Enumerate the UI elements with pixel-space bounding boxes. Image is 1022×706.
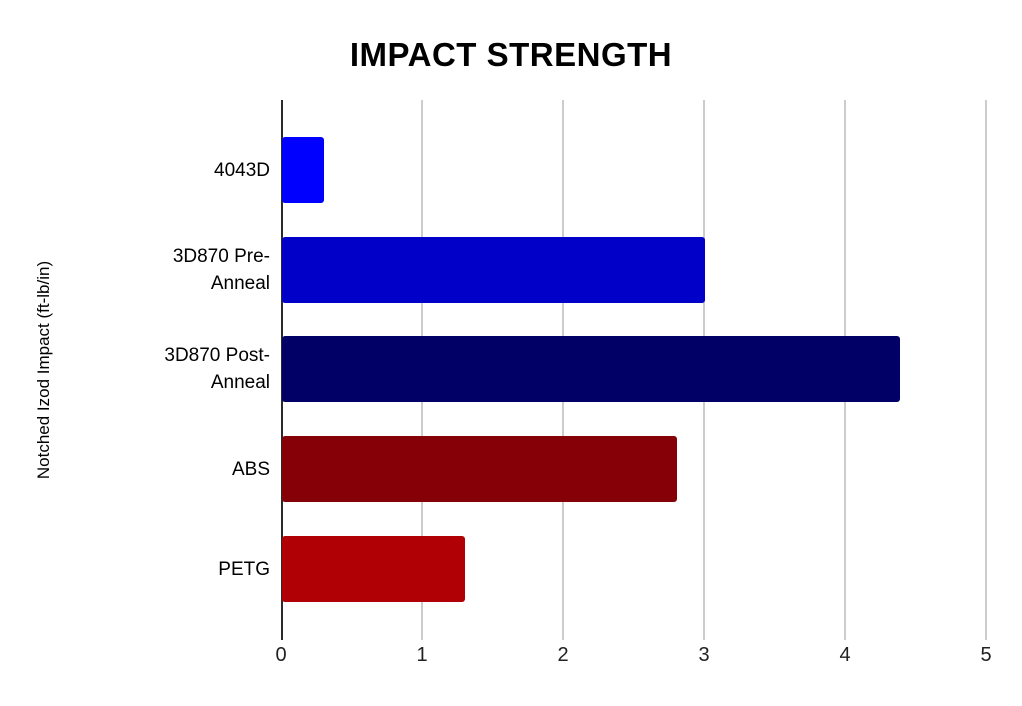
category-label-abs: ABS [100,456,270,483]
category-label-4043d: 4043D [100,157,270,184]
x-tick-label-1: 1 [416,644,428,666]
category-label-line: ABS [231,458,270,480]
category-label-line: Anneal [210,273,270,294]
category-label-line: 4043D [214,159,270,181]
y-axis-title-text: Notched Izod Impact (ft-lb/in) [34,260,54,480]
y-axis-title: Notched Izod Impact (ft-lb/in) [14,100,74,640]
gridline-5 [985,100,987,640]
category-label-petg: PETG [100,556,270,583]
category-label-line: Anneal [210,372,270,393]
x-tick-label-3: 3 [698,644,710,666]
bar-4043d [282,137,325,203]
x-tick-label-2: 2 [557,644,569,666]
bar-3d870-post-anneal [282,336,900,402]
plot-area [281,100,987,640]
chart-title: IMPACT STRENGTH [349,36,673,73]
x-tick-label-4: 4 [839,644,851,666]
bar-petg [282,536,466,602]
x-tick-label-5: 5 [980,644,992,666]
x-tick-label-0: 0 [275,644,287,666]
category-label-line: PETG [218,558,270,580]
category-label-3d870-post-anneal: 3D870 Post- Anneal [100,342,270,396]
bar-3d870-pre-anneal [282,237,705,303]
category-label-line: 3D870 Post- [164,345,270,366]
category-label-line: 3D870 Pre- [172,246,270,267]
bar-abs [282,436,677,502]
category-label-3d870-pre-anneal: 3D870 Pre- Anneal [100,243,270,297]
